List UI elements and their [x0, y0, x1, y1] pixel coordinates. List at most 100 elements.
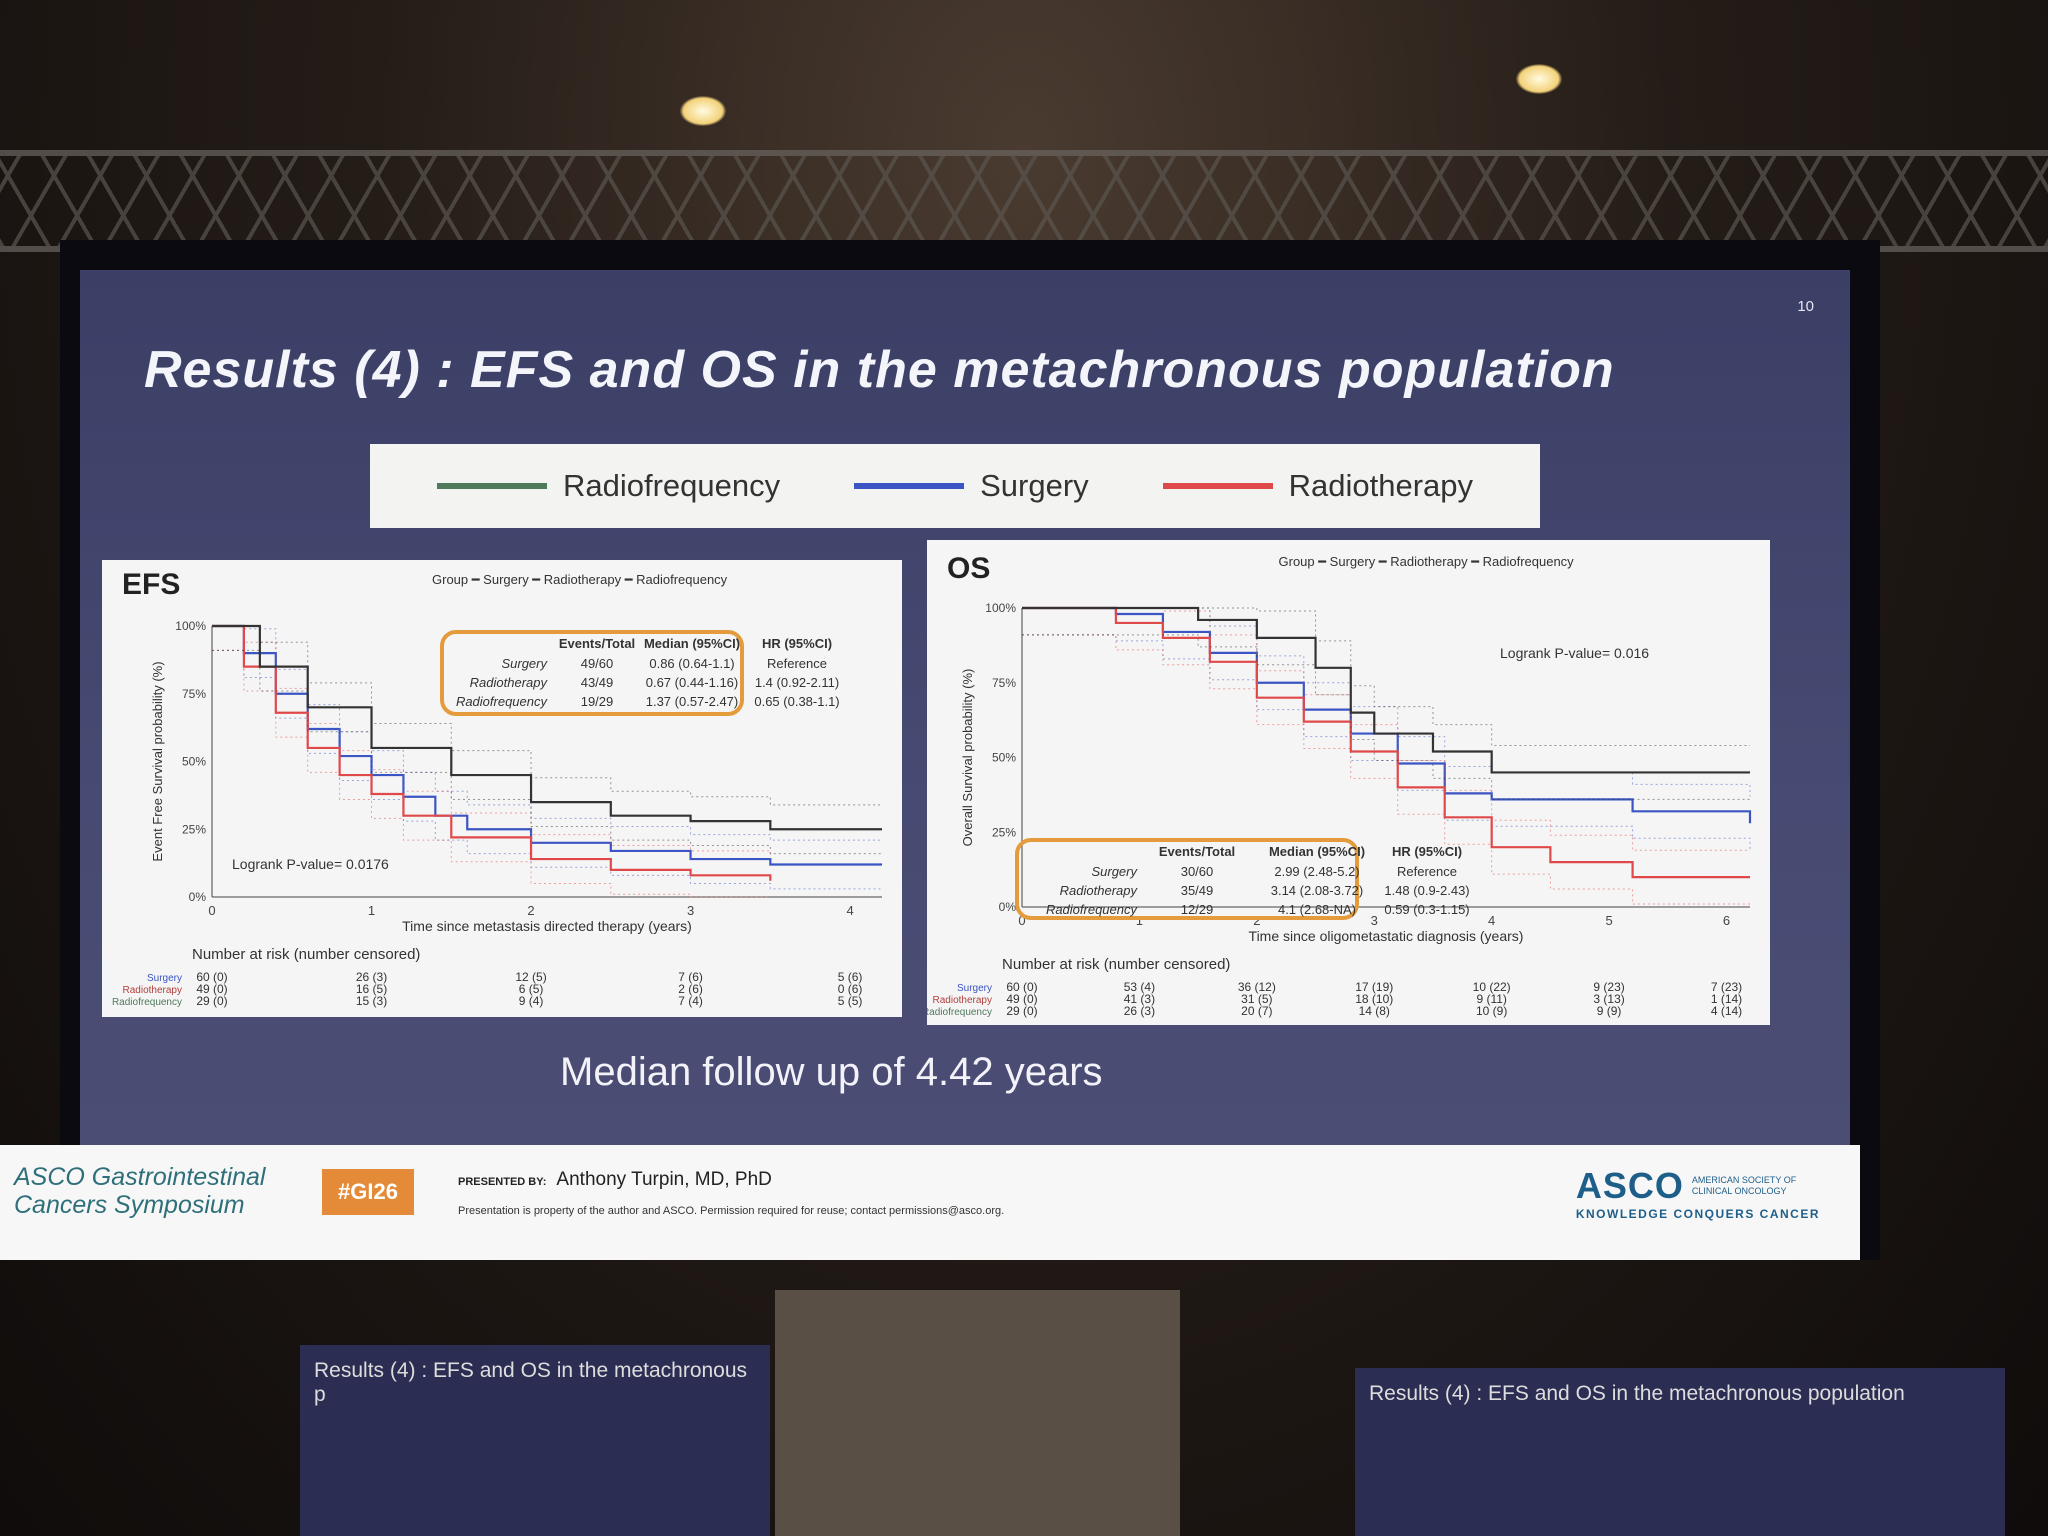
table-cell: 43/49 — [581, 675, 614, 690]
side-monitor-right: Results (4) : EFS and OS in the metachro… — [1355, 1368, 2005, 1536]
asco-tagline: KNOWLEDGE CONQUERS CANCER — [1575, 1207, 1820, 1221]
median-followup: Median follow up of 4.42 years — [560, 1050, 1103, 1094]
x-tick-label: 2 — [1253, 913, 1260, 928]
risk-value: 15 (3) — [356, 994, 387, 1008]
x-tick-label: 6 — [1723, 913, 1730, 928]
ci-upper-surgery — [212, 625, 882, 841]
symposium-logo: ASCO Gastrointestinal Cancers Symposium — [14, 1163, 266, 1219]
x-tick-label: 5 — [1605, 913, 1612, 928]
risk-value: 36 (12) — [1238, 980, 1276, 994]
table-cell: 1.48 (0.9-2.43) — [1384, 883, 1469, 898]
x-tick-label: 0 — [1018, 913, 1025, 928]
hashtag-badge: #GI26 — [322, 1169, 414, 1215]
table-header: Events/Total — [559, 636, 635, 651]
x-tick-label: 2 — [527, 903, 534, 918]
ceiling-light — [1516, 64, 1562, 94]
y-axis-label: Overall Survival probability (%) — [960, 669, 975, 847]
risk-value: 10 (9) — [1476, 1004, 1507, 1018]
group-legend: Group ━ Surgery ━ Radiotherapy ━ Radiofr… — [1279, 554, 1575, 569]
thumbnail-title: Results (4) : EFS and OS in the metachro… — [314, 1359, 748, 1406]
table-header: Median (95%CI) — [1269, 844, 1365, 859]
y-tick-label: 75% — [182, 687, 206, 701]
efs-chart-panel: Group ━ Surgery ━ Radiotherapy ━ Radiofr… — [102, 560, 902, 1017]
risk-value: 26 (3) — [1124, 1004, 1155, 1018]
lighting-truss — [0, 150, 2048, 252]
asco-subtitle: AMERICAN SOCIETY OF CLINICAL ONCOLOGY — [1691, 1175, 1797, 1196]
table-cell: 0.65 (0.38-1.1) — [754, 694, 839, 709]
table-row-label: Radiofrequency — [1046, 902, 1139, 917]
table-cell: 0.59 (0.3-1.15) — [1384, 902, 1469, 917]
risk-value: 1 (14) — [1711, 992, 1742, 1006]
y-tick-label: 25% — [182, 822, 206, 836]
x-tick-label: 3 — [1371, 913, 1378, 928]
risk-value: 12 (5) — [515, 970, 546, 984]
x-tick-label: 3 — [687, 903, 694, 918]
asco-logo: ASCO AMERICAN SOCIETY OF CLINICAL ONCOLOG… — [1576, 1165, 1820, 1221]
x-tick-label: 0 — [208, 903, 215, 918]
risk-value: 17 (19) — [1355, 980, 1393, 994]
y-tick-label: 0% — [189, 890, 207, 904]
y-tick-label: 50% — [992, 751, 1016, 765]
table-cell: 35/49 — [1181, 883, 1214, 898]
risk-value: 60 (0) — [1006, 980, 1037, 994]
x-tick-label: 1 — [368, 903, 375, 918]
page-number: 10 — [1797, 298, 1814, 315]
x-axis-label: Time since metastasis directed therapy (… — [402, 918, 692, 934]
asco-wordmark: ASCO — [1575, 1165, 1684, 1206]
y-axis-label: Event Free Survival probability (%) — [150, 661, 165, 861]
table-header: HR (95%CI) — [1392, 844, 1462, 859]
risk-value: 2 (6) — [678, 982, 703, 996]
table-row-label: Radiotherapy — [470, 675, 549, 690]
risk-table-title: Number at risk (number censored) — [192, 946, 420, 963]
legend-swatch — [436, 483, 547, 489]
table-header: Median (95%CI) — [644, 636, 740, 651]
risk-value: 7 (4) — [678, 994, 703, 1008]
efs-chart: Group ━ Surgery ━ Radiotherapy ━ Radiofr… — [112, 572, 882, 1008]
risk-row-label: Radiofrequency — [112, 997, 182, 1008]
table-highlight-box — [440, 630, 744, 716]
risk-value: 29 (0) — [196, 994, 227, 1008]
table-cell: 0.67 (0.44-1.16) — [646, 675, 739, 690]
x-tick-label: 1 — [1136, 913, 1143, 928]
ci-lower-radiofrequency — [1022, 634, 1750, 800]
table-row-label: Radiofrequency — [456, 694, 549, 709]
risk-value: 49 (0) — [196, 982, 227, 996]
table-cell: Reference — [1397, 864, 1457, 879]
ci-upper-surgery — [1022, 607, 1751, 797]
risk-value: 29 (0) — [1006, 1004, 1037, 1018]
pillar — [775, 1290, 1180, 1536]
logrank-annotation: Logrank P-value= 0.016 — [1500, 645, 1649, 661]
ci-lower-surgery — [1022, 634, 1751, 851]
legend-label: Radiofrequency — [562, 468, 781, 503]
risk-value: 9 (4) — [519, 994, 544, 1008]
logrank-annotation: Logrank P-value= 0.0176 — [232, 856, 389, 872]
ci-lower-radiofrequency — [212, 649, 882, 855]
x-tick-label: 4 — [846, 903, 853, 918]
table-cell: 1.37 (0.57-2.47) — [646, 694, 739, 709]
table-row-label: Radiotherapy — [1060, 883, 1139, 898]
y-tick-label: 50% — [182, 755, 206, 769]
thumbnail-title: Results (4) : EFS and OS in the metachro… — [1369, 1382, 1905, 1405]
ceiling-light — [680, 96, 726, 126]
risk-value: 14 (8) — [1359, 1004, 1390, 1018]
y-tick-label: 25% — [992, 825, 1016, 839]
risk-value: 10 (22) — [1473, 980, 1511, 994]
presented-by-label: PRESENTED BY: — [458, 1176, 547, 1188]
risk-value: 6 (5) — [519, 982, 544, 996]
os-chart: Group ━ Surgery ━ Radiotherapy ━ Radiofr… — [927, 554, 1752, 1018]
slide-footer: ASCO Gastrointestinal Cancers Symposium #… — [0, 1145, 1860, 1260]
slide-title: Results (4) : EFS and OS in the metachro… — [144, 341, 1615, 399]
ci-lower-surgery — [212, 649, 882, 890]
risk-row-label: Surgery — [147, 973, 182, 984]
risk-value: 9 (23) — [1593, 980, 1624, 994]
risk-row-label: Radiotherapy — [933, 995, 992, 1006]
risk-row-label: Radiotherapy — [123, 985, 182, 996]
legend-item-surgery: Surgery — [854, 468, 1089, 504]
presenter: PRESENTED BY: Anthony Turpin, MD, PhD — [458, 1169, 772, 1191]
risk-value: 53 (4) — [1124, 980, 1155, 994]
risk-value: 26 (3) — [356, 970, 387, 984]
table-cell: 2.99 (2.48-5.2) — [1274, 864, 1359, 879]
legend: Radiofrequency Surgery Radiotherapy — [370, 444, 1540, 528]
km-curve-surgery — [1022, 606, 1752, 824]
km-curve-radiotherapy — [212, 624, 772, 881]
